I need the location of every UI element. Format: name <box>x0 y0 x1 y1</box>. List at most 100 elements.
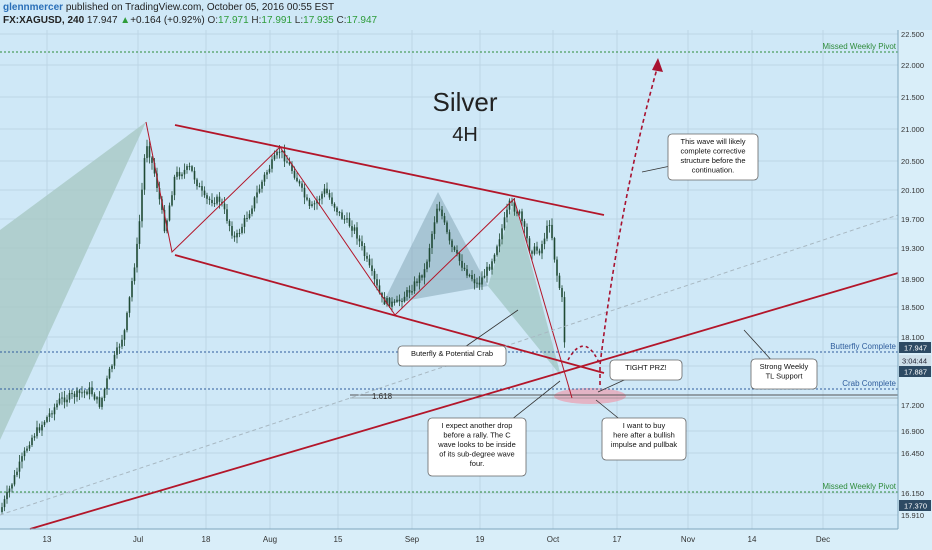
candle-body <box>558 275 561 289</box>
candle-body <box>211 199 213 204</box>
candle-body <box>401 301 403 303</box>
candle-body <box>186 166 188 170</box>
candle-body <box>221 201 223 204</box>
symbol-label[interactable]: FX:XAGUSD, 240 <box>3 15 85 26</box>
callout-box <box>609 359 683 381</box>
x-tick-label: 15 <box>334 535 343 544</box>
candle-body <box>6 491 8 500</box>
candle-body <box>416 281 418 284</box>
candle-body <box>198 186 201 188</box>
candle-body <box>181 174 183 177</box>
candle-body <box>251 208 253 214</box>
y-tick-label: 20.500 <box>901 157 924 166</box>
candle-body <box>191 166 193 171</box>
candle-body <box>168 205 171 221</box>
candle-body <box>193 170 196 180</box>
candle-body <box>151 157 153 163</box>
candle-body <box>43 421 46 425</box>
candle-body <box>51 413 53 415</box>
candle-body <box>1 507 3 512</box>
candle-body <box>63 397 66 403</box>
harmonic-patterns <box>0 122 626 440</box>
wave-zigzag <box>145 121 573 399</box>
candle-body <box>3 499 6 508</box>
callout-text: wave looks to be inside <box>437 440 516 449</box>
candle-body <box>161 199 163 210</box>
candle-body <box>341 212 343 219</box>
candle-body <box>226 209 228 221</box>
candle-body <box>553 238 556 260</box>
candle-body <box>486 266 488 276</box>
candle-body <box>156 173 158 189</box>
price-tag-box <box>899 342 931 353</box>
candle-body <box>196 179 198 187</box>
candle-body <box>293 171 296 178</box>
candle-body <box>353 227 356 231</box>
candle-body <box>351 226 353 231</box>
level-label: Missed Weekly Pivot <box>822 42 896 51</box>
y-tick-label: 18.500 <box>901 303 924 312</box>
candle-body <box>371 265 373 272</box>
y-tick-label: 19.700 <box>901 215 924 224</box>
candle-body <box>173 176 176 196</box>
y-tick-label: 22.500 <box>901 30 924 39</box>
candle-body <box>103 389 106 398</box>
candle-body <box>323 188 326 194</box>
callout-text: TL Support <box>766 372 804 381</box>
candle-body <box>428 248 431 262</box>
change-value: +0.164 (+0.92%) <box>130 15 205 26</box>
candle-body <box>38 427 41 431</box>
callout-text: I want to buy <box>623 421 666 430</box>
candle-body <box>298 181 301 184</box>
candle-body <box>448 232 451 241</box>
candle-body <box>551 224 553 239</box>
candle-body <box>8 488 11 492</box>
candle-body <box>516 211 518 214</box>
candle-body <box>556 259 558 276</box>
candle-body <box>468 275 471 277</box>
weekly-support-line <box>29 272 899 530</box>
candle-body <box>378 285 381 293</box>
candle-body <box>48 413 51 417</box>
dashed-trend-line <box>0 214 899 516</box>
candle-body <box>326 188 328 194</box>
candle-body <box>478 282 481 285</box>
candle-body <box>461 260 463 268</box>
candle-body <box>453 247 456 250</box>
y-tick-label: 17.200 <box>901 401 924 410</box>
candle-body <box>118 346 121 348</box>
callout-text: Strong Weekly <box>760 362 809 371</box>
candle-body <box>258 188 261 193</box>
w-wave-wedge <box>0 122 146 440</box>
candle-body <box>436 208 438 223</box>
candle-body <box>413 281 416 292</box>
level-label: Missed Weekly Pivot <box>822 482 896 491</box>
candle-body <box>188 166 191 168</box>
candle-body <box>36 427 38 437</box>
candle-body <box>346 218 348 220</box>
candle-body <box>201 186 203 191</box>
candle-body <box>446 222 448 233</box>
y-tick-label: 19.300 <box>901 244 924 253</box>
candle-body <box>116 347 118 355</box>
candle-body <box>28 445 31 449</box>
candle-body <box>33 436 36 438</box>
price-tag-label: 17.947 <box>904 344 927 353</box>
author-link[interactable]: glennmercer <box>3 2 64 13</box>
candles <box>1 139 566 514</box>
candle-body <box>93 394 96 400</box>
candle-body <box>263 174 266 182</box>
candle-body <box>518 211 521 214</box>
chart-title: Silver <box>432 87 497 117</box>
candle-body <box>23 450 26 457</box>
last-price: 17.947 <box>86 15 118 26</box>
x-tick-label: 17 <box>613 535 622 544</box>
y-tick-label: 16.150 <box>901 489 924 498</box>
candle-body <box>361 241 363 247</box>
candle-body <box>561 288 563 298</box>
candle-body <box>438 208 441 210</box>
candle-body <box>343 218 346 220</box>
candle-body <box>123 330 126 340</box>
